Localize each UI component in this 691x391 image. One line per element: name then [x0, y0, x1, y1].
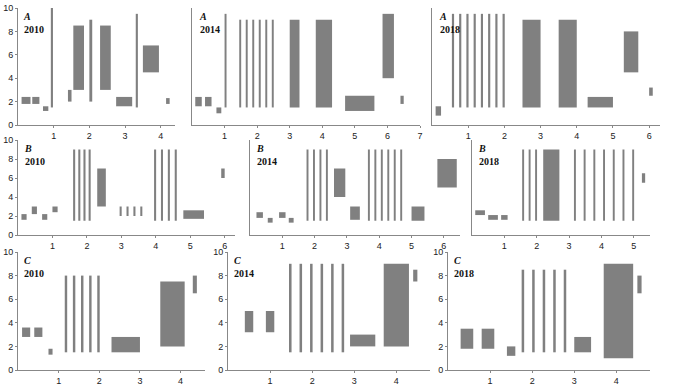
svg-text:1: 1 [56, 376, 61, 386]
svg-text:2: 2 [255, 131, 260, 141]
svg-text:1: 1 [502, 241, 507, 251]
svg-text:4: 4 [153, 241, 158, 251]
svg-text:10: 10 [213, 247, 223, 257]
svg-text:1: 1 [51, 131, 56, 141]
svg-text:3: 3 [137, 376, 142, 386]
svg-text:4: 4 [8, 318, 13, 328]
svg-text:C2018: C2018 [454, 255, 474, 279]
svg-text:7: 7 [417, 131, 422, 141]
svg-text:2: 2 [97, 376, 102, 386]
svg-text:6: 6 [8, 173, 13, 183]
svg-text:C2014: C2014 [234, 255, 254, 279]
svg-text:5: 5 [610, 131, 615, 141]
svg-text:8: 8 [8, 271, 13, 281]
svg-text:10: 10 [3, 247, 13, 257]
svg-text:2: 2 [87, 131, 92, 141]
svg-text:3: 3 [123, 131, 128, 141]
svg-text:0: 0 [8, 230, 13, 240]
svg-text:3: 3 [352, 376, 357, 386]
svg-text:8: 8 [438, 271, 443, 281]
svg-text:0: 0 [438, 365, 443, 375]
svg-text:10: 10 [433, 247, 443, 257]
svg-text:0: 0 [8, 365, 13, 375]
svg-text:2: 2 [8, 342, 13, 352]
svg-text:3: 3 [572, 376, 577, 386]
svg-text:3: 3 [567, 241, 572, 251]
svg-text:4: 4 [320, 131, 325, 141]
svg-text:4: 4 [574, 131, 579, 141]
svg-text:4: 4 [377, 241, 382, 251]
svg-text:2: 2 [530, 376, 535, 386]
svg-text:5: 5 [409, 241, 414, 251]
svg-text:6: 6 [438, 294, 443, 304]
svg-text:4: 4 [218, 318, 223, 328]
svg-text:1: 1 [488, 376, 493, 386]
svg-text:8: 8 [218, 271, 223, 281]
svg-text:1: 1 [466, 131, 471, 141]
svg-text:1: 1 [222, 131, 227, 141]
svg-text:5: 5 [631, 241, 636, 251]
svg-text:6: 6 [441, 241, 446, 251]
svg-text:2: 2 [8, 211, 13, 221]
svg-text:3: 3 [538, 131, 543, 141]
svg-text:2: 2 [84, 241, 89, 251]
svg-text:1: 1 [280, 241, 285, 251]
svg-text:B2010: B2010 [24, 143, 45, 167]
svg-text:6: 6 [218, 294, 223, 304]
svg-text:2: 2 [502, 131, 507, 141]
svg-text:4: 4 [438, 318, 443, 328]
svg-text:8: 8 [8, 27, 13, 37]
svg-text:4: 4 [8, 73, 13, 83]
svg-text:2: 2 [312, 241, 317, 251]
svg-text:6: 6 [8, 50, 13, 60]
svg-text:0: 0 [218, 365, 223, 375]
svg-text:2: 2 [534, 241, 539, 251]
svg-text:10: 10 [3, 3, 13, 13]
svg-text:8: 8 [8, 154, 13, 164]
svg-text:1: 1 [268, 376, 273, 386]
svg-text:4: 4 [394, 376, 399, 386]
svg-text:3: 3 [287, 131, 292, 141]
svg-text:4: 4 [158, 131, 163, 141]
svg-text:C2010: C2010 [24, 255, 44, 279]
svg-text:2: 2 [310, 376, 315, 386]
svg-text:10: 10 [3, 135, 13, 145]
svg-text:6: 6 [222, 241, 227, 251]
svg-text:0: 0 [8, 120, 13, 130]
svg-text:5: 5 [188, 241, 193, 251]
svg-text:2: 2 [438, 342, 443, 352]
svg-text:A2010: A2010 [23, 11, 44, 35]
svg-text:3: 3 [344, 241, 349, 251]
svg-text:4: 4 [599, 241, 604, 251]
svg-text:3: 3 [119, 241, 124, 251]
svg-text:4: 4 [614, 376, 619, 386]
svg-text:2: 2 [218, 342, 223, 352]
svg-text:4: 4 [178, 376, 183, 386]
svg-text:4: 4 [8, 192, 13, 202]
svg-text:6: 6 [8, 294, 13, 304]
svg-text:A2014: A2014 [199, 11, 220, 35]
svg-text:B2014: B2014 [256, 143, 277, 167]
svg-text:6: 6 [385, 131, 390, 141]
svg-text:5: 5 [352, 131, 357, 141]
svg-text:2: 2 [8, 97, 13, 107]
svg-text:A2018: A2018 [439, 11, 460, 35]
svg-text:1: 1 [50, 241, 55, 251]
svg-text:B2018: B2018 [478, 143, 499, 167]
svg-text:6: 6 [647, 131, 652, 141]
